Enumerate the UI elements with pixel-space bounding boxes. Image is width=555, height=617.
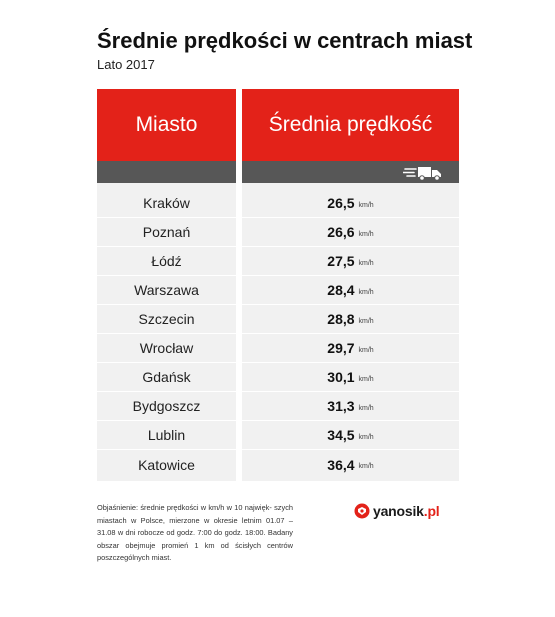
city-name: Gdańsk: [142, 369, 191, 385]
city-name: Katowice: [138, 456, 195, 473]
speed-unit: km/h: [358, 317, 374, 325]
city-name: Szczecin: [138, 311, 195, 327]
page-subtitle: Lato 2017: [97, 57, 155, 72]
table-row: Bydgoszcz: [97, 392, 236, 421]
table-row: Kraków: [97, 189, 236, 218]
table-row: 34,5 km/h: [242, 421, 459, 450]
speed-unit: km/h: [358, 230, 374, 238]
speed-unit: km/h: [358, 346, 374, 354]
speed-unit: km/h: [358, 201, 374, 209]
city-name: Bydgoszcz: [132, 398, 201, 414]
table-row: 27,5 km/h: [242, 247, 459, 276]
table-row: 26,5 km/h: [242, 189, 459, 218]
speed-value: 28,8: [327, 311, 355, 327]
speed-column: Średnia prędkość 26,5 km/h 26,6 km/h 27,5 k…: [242, 89, 459, 481]
speed-unit: km/h: [358, 463, 374, 470]
city-name: Lublin: [147, 427, 186, 443]
speed-value: 34,5: [327, 427, 355, 443]
city-column: Miasto Kraków Poznań Łódź Warszawa Szcze…: [97, 89, 236, 481]
speed-value: 26,5: [327, 195, 355, 211]
table-row: Gdańsk: [97, 363, 236, 392]
table-row: Szczecin: [97, 305, 236, 334]
table-row: Warszawa: [97, 276, 236, 305]
table-row: 28,4 km/h: [242, 276, 459, 305]
table-row: 29,7 km/h: [242, 334, 459, 363]
table-row: 36,4 km/h: [242, 450, 459, 479]
speed-value: 26,6: [327, 224, 355, 240]
speed-unit: km/h: [358, 404, 374, 412]
table-row: Poznań: [97, 218, 236, 247]
speed-value: 27,5: [327, 253, 355, 269]
city-name: Kraków: [143, 195, 190, 211]
table-row: Łódź: [97, 247, 236, 276]
yanosik-logo: yanosik.pl: [354, 503, 440, 519]
footnote: Objaśnienie: średnie prędkości w km/h w …: [97, 503, 293, 562]
table-row: 28,8 km/h: [242, 305, 459, 334]
page-title: Średnie prędkości w centrach miast: [97, 28, 473, 53]
table-row: 30,1 km/h: [242, 363, 459, 392]
speed-value: 31,3: [327, 398, 355, 414]
logo-suffix: .pl: [423, 503, 440, 519]
city-column-header: Miasto: [97, 89, 236, 161]
speed-column-subheader: [242, 161, 459, 183]
speed-unit: km/h: [358, 433, 374, 441]
speed-unit: km/h: [358, 288, 374, 296]
city-name: Łódź: [151, 253, 182, 269]
speed-unit: km/h: [358, 375, 374, 383]
yanosik-logo-icon: [354, 503, 370, 519]
speed-value: 28,4: [327, 282, 355, 298]
speed-value: 30,1: [327, 369, 355, 385]
logo-text: yanosik.pl: [373, 503, 440, 519]
table-row: Wrocław: [97, 334, 236, 363]
table-row: Lublin: [97, 421, 236, 450]
city-name: Wrocław: [139, 340, 194, 356]
speed-value: 29,7: [327, 340, 355, 356]
city-name: Poznań: [142, 224, 191, 240]
logo-name: yanosik: [373, 503, 424, 519]
speed-column-header: Średnia prędkość: [242, 89, 459, 161]
speed-value: 36,4: [327, 456, 355, 473]
table-row: Katowice: [97, 450, 236, 479]
city-name: Warszawa: [134, 282, 199, 298]
city-column-subheader: [97, 161, 236, 183]
speed-unit: km/h: [358, 259, 374, 267]
truck-icon: [403, 167, 441, 181]
table-row: 31,3 km/h: [242, 392, 459, 421]
table-row: 26,6 km/h: [242, 218, 459, 247]
